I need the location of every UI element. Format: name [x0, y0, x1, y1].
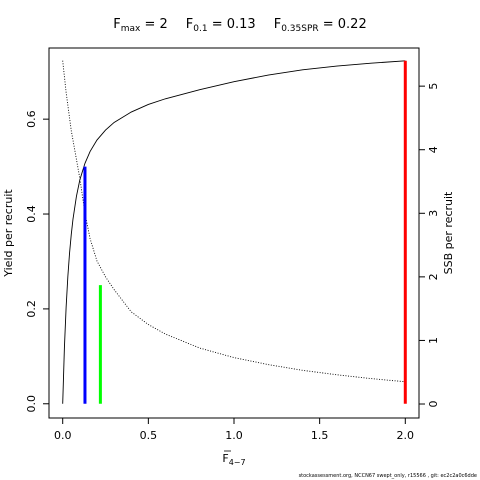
x-tick-label: 0.0: [54, 429, 72, 442]
yield-per-recruit-line: [62, 60, 406, 404]
y-right-tick-label: 3: [427, 210, 440, 217]
title-subscript: 0.35SPR: [281, 24, 318, 34]
y-left-tick-label: 0.4: [25, 205, 38, 223]
y-right-tick-label: 4: [427, 146, 440, 153]
reference-lines: [83, 60, 407, 404]
x-title-subscript: 4−7: [229, 458, 246, 467]
x-axis-title-text: F4−7: [222, 452, 245, 467]
x-tick-label: 1.0: [225, 429, 243, 442]
title-subscript: max: [121, 24, 141, 34]
y-right-tick-label: 2: [427, 273, 440, 280]
footer-note: stockassessment.org, NCCN67 swept_only, …: [299, 473, 477, 479]
title-value: = 0.22: [319, 17, 367, 32]
title-symbol: F: [186, 17, 193, 32]
y-left-tick-label: 0.6: [25, 110, 38, 128]
series-group: [62, 60, 406, 404]
title-value: = 2: [140, 17, 167, 32]
title-symbol: F: [113, 17, 120, 32]
y-axis-right-title: SSB per recruit: [442, 191, 455, 274]
x-axis: 0.0 0.5 1.0 1.5 2.0: [54, 417, 415, 442]
title-subscript: 0.1: [193, 24, 207, 34]
y-right-tick-label: 1: [427, 337, 440, 344]
y-left-tick-label: 0.0: [25, 395, 38, 413]
y-right-tick-label: 5: [427, 83, 440, 90]
x-tick-label: 2.0: [397, 429, 415, 442]
y-left-tick-label: 0.2: [25, 300, 38, 318]
ssb-per-recruit-line: [62, 60, 406, 383]
y-axis-left-title: Yield per recruit: [2, 189, 15, 278]
title-value: = 0.13: [208, 17, 256, 32]
x-title-symbol: F: [222, 452, 228, 465]
x-axis-title: F4−7: [222, 450, 246, 467]
chart-title: Fmax = 2 F0.1 = 0.13 F0.35SPR = 0.22: [113, 17, 366, 34]
chart-title-text: Fmax = 2 F0.1 = 0.13 F0.35SPR = 0.22: [113, 17, 366, 34]
x-tick-label: 1.5: [311, 429, 329, 442]
title-symbol: F: [274, 17, 281, 32]
y-axis-left: 0.0 0.2 0.4 0.6: [25, 110, 50, 413]
y-axis-right: 0 1 2 3 4 5: [418, 83, 440, 408]
x-tick-label: 0.5: [140, 429, 158, 442]
plot-frame: [48, 47, 420, 419]
y-right-tick-label: 0: [427, 401, 440, 408]
